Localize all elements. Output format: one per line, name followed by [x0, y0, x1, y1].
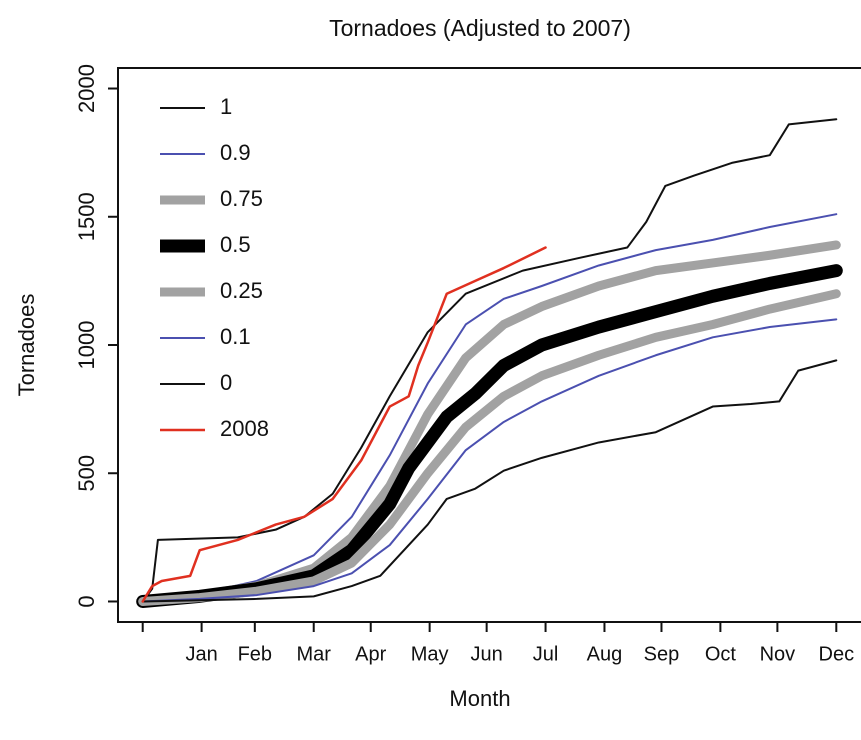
y-tick-label: 1000: [74, 321, 99, 370]
x-axis-label: Month: [449, 686, 510, 711]
series-line: [141, 359, 838, 603]
chart-title: Tornadoes (Adjusted to 2007): [329, 15, 631, 41]
y-axis-label: Tornadoes: [14, 294, 39, 397]
x-tick-label: Nov: [760, 643, 796, 665]
legend-label: 0.5: [220, 232, 251, 257]
legend-label: 2008: [220, 416, 269, 441]
x-tick-label: Apr: [355, 643, 386, 665]
legend-label: 0.9: [220, 140, 251, 165]
legend-label: 0.25: [220, 278, 263, 303]
legend-label: 0.1: [220, 324, 251, 349]
legend-label: 0.75: [220, 186, 263, 211]
x-tick-label: Oct: [705, 643, 737, 665]
legend-label: 0: [220, 370, 232, 395]
series-line: [141, 246, 547, 603]
x-tick-label: Jul: [533, 643, 559, 665]
series-line: [141, 213, 838, 603]
x-tick-label: Sep: [644, 643, 680, 665]
x-tick-label: Jan: [185, 643, 217, 665]
series-line: [138, 289, 841, 606]
x-tick-label: Mar: [296, 643, 331, 665]
legend-label: 1: [220, 94, 232, 119]
x-tick-label: Jun: [471, 643, 503, 665]
x-tick-label: Feb: [238, 643, 272, 665]
y-tick-label: 2000: [74, 64, 99, 113]
x-tick-label: Aug: [587, 643, 623, 665]
x-tick-label: Dec: [819, 643, 855, 665]
x-tick-label: May: [411, 643, 449, 665]
y-tick-label: 1500: [74, 192, 99, 241]
series-line: [141, 318, 838, 603]
y-tick-label: 500: [74, 455, 99, 492]
y-tick-label: 0: [74, 595, 99, 607]
